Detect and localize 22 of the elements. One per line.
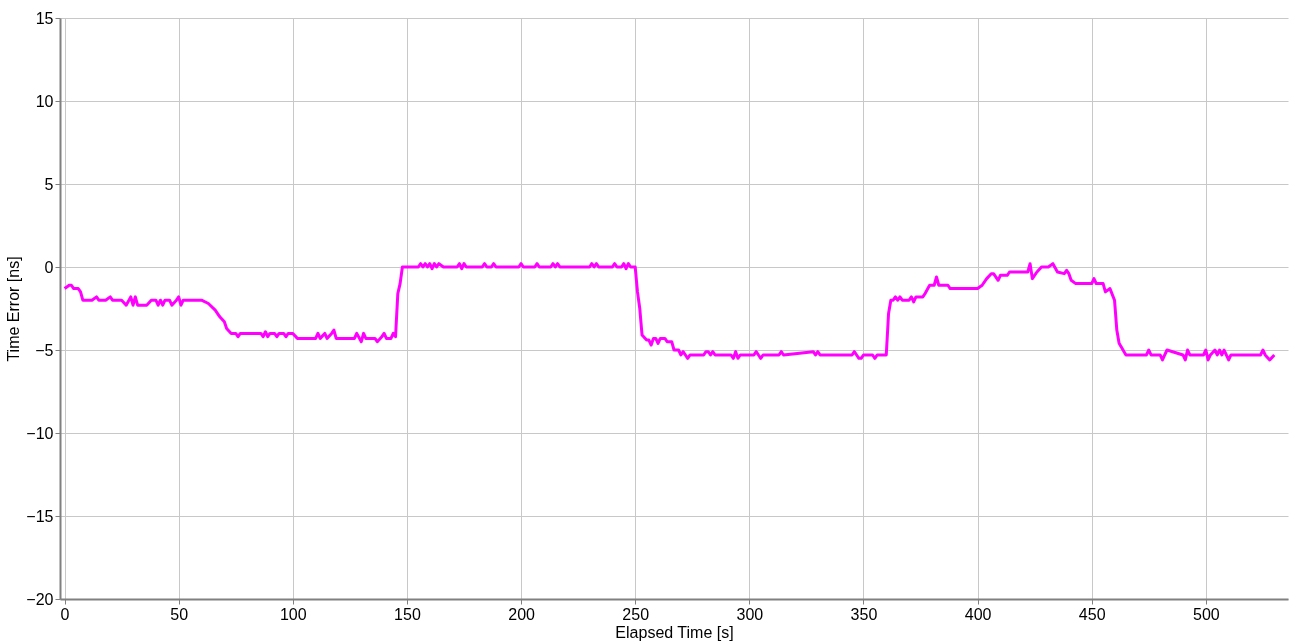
- x-tick-label: 350: [850, 605, 878, 623]
- y-tick-label: −15: [26, 507, 54, 525]
- x-tick-label: 400: [964, 605, 992, 623]
- y-tick-label: 15: [35, 9, 54, 27]
- x-axis-title: Elapsed Time [s]: [615, 623, 734, 641]
- y-tick-label: −10: [26, 424, 54, 442]
- x-tick-label: 200: [508, 605, 536, 623]
- y-tick-label: 5: [44, 175, 54, 193]
- y-tick-label: −5: [35, 341, 54, 359]
- x-tick-label: 500: [1192, 605, 1220, 623]
- x-tick-label: 300: [736, 605, 764, 623]
- x-tick-label: 250: [622, 605, 650, 623]
- x-tick-label: 150: [394, 605, 421, 623]
- y-axis-title: Time Error [ns]: [5, 256, 23, 362]
- y-tick-label: 10: [35, 92, 54, 110]
- x-tick-label: 100: [279, 605, 307, 623]
- x-tick-label: 50: [170, 605, 189, 623]
- y-tick-label: −20: [26, 590, 54, 608]
- x-tick-label: 450: [1078, 605, 1106, 623]
- line-series: [63, 262, 1276, 362]
- y-tick-label: 0: [44, 258, 54, 276]
- x-tick-label: 0: [60, 605, 70, 623]
